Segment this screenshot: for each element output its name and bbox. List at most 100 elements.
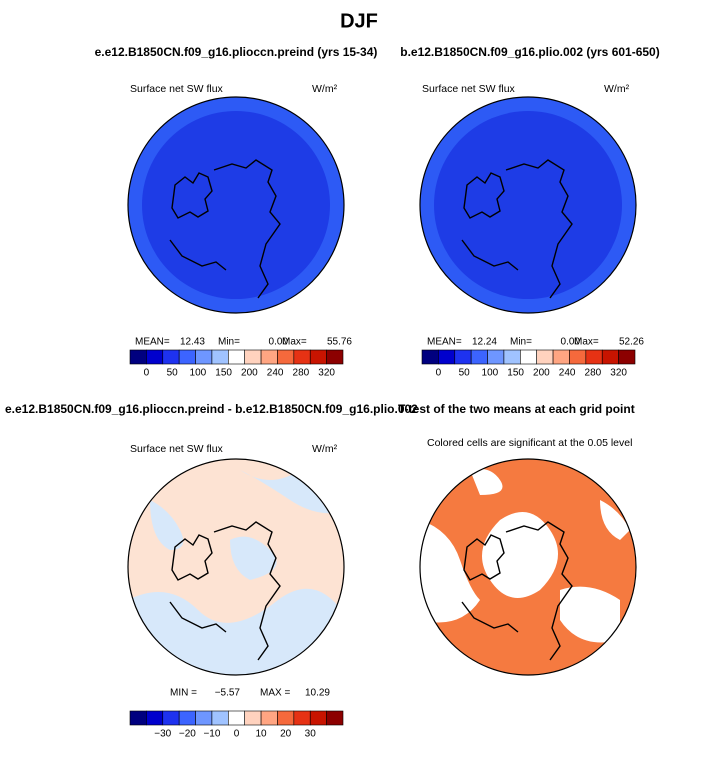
stat-value: 0.00 <box>269 337 289 348</box>
stat-label: Min= <box>218 337 240 348</box>
colorbar-box <box>195 710 213 726</box>
colorbar-label: 240 <box>267 368 284 379</box>
colorbar-label: 10 <box>256 729 268 740</box>
colorbar-label: 200 <box>241 368 258 379</box>
colorbar-label: 200 <box>533 368 550 379</box>
colorbar-box <box>520 349 537 365</box>
panel-title: b.e12.B1850CN.f09_g16.plio.002 (yrs 601-… <box>400 45 659 59</box>
map <box>420 459 636 675</box>
map <box>128 97 344 313</box>
colorbar-label: 50 <box>167 368 179 379</box>
stat-value: 52.26 <box>619 337 644 348</box>
coastline <box>169 521 281 661</box>
panel-title: T-test of the two means at each grid poi… <box>398 402 635 416</box>
colorbar-label: 150 <box>215 368 232 379</box>
colorbar-label: 150 <box>507 368 524 379</box>
colorbar-box <box>178 349 196 365</box>
colorbar-box <box>326 710 344 726</box>
coastline <box>461 159 573 299</box>
map-border <box>127 458 345 676</box>
colorbar-label: 320 <box>318 368 335 379</box>
colorbar-box <box>211 710 229 726</box>
colorbar-box <box>178 710 196 726</box>
colorbar-box <box>260 710 278 726</box>
colorbar-label: −20 <box>179 729 196 740</box>
colorbar-box <box>569 349 587 365</box>
stat-value: −5.57 <box>215 688 241 699</box>
colorbar-label: 30 <box>305 729 317 740</box>
panel-title: e.e12.B1850CN.f09_g16.plioccn.preind - b… <box>5 402 418 416</box>
colorbar-label: 0 <box>436 368 442 379</box>
stat-value: 55.76 <box>327 337 352 348</box>
colorbar-box <box>211 349 229 365</box>
colorbar-box <box>228 710 245 726</box>
colorbar-label: 0 <box>144 368 150 379</box>
colorbar-box <box>129 710 147 726</box>
stat-label: Max= <box>574 337 599 348</box>
colorbar-label: −10 <box>203 729 220 740</box>
colorbar-box <box>244 349 262 365</box>
colorbar-label: 320 <box>610 368 627 379</box>
panel-title: e.e12.B1850CN.f09_g16.plioccn.preind (yr… <box>95 45 378 59</box>
colorbar-box <box>421 349 439 365</box>
stat-label: MIN = <box>170 688 197 699</box>
colorbar-box <box>601 349 619 365</box>
colorbar-box <box>228 349 245 365</box>
map <box>128 459 344 675</box>
colorbar-label: −30 <box>154 729 171 740</box>
colorbar-label: 280 <box>585 368 602 379</box>
units-label: W/m² <box>312 443 338 455</box>
colorbar-box <box>454 349 472 365</box>
colorbar-box <box>309 349 327 365</box>
stat-value: 10.29 <box>305 688 330 699</box>
stat-label: Max= <box>282 337 307 348</box>
map-border <box>419 96 637 314</box>
stat-label: MEAN= <box>427 337 462 348</box>
colorbar-box <box>129 349 147 365</box>
colorbar-box <box>326 349 344 365</box>
coastline <box>461 521 573 661</box>
colorbar-box <box>585 349 603 365</box>
colorbar-box <box>309 710 327 726</box>
colorbar-box <box>503 349 521 365</box>
map-border <box>419 458 637 676</box>
stat-label: Min= <box>510 337 532 348</box>
stat-value: 12.43 <box>180 337 205 348</box>
colorbar-box <box>146 710 164 726</box>
figure-title: DJF <box>340 10 378 32</box>
colorbar-box <box>293 349 311 365</box>
variable-label: Surface net SW flux <box>130 83 224 95</box>
colorbar-box <box>162 349 180 365</box>
colorbar-box <box>536 349 554 365</box>
colorbar-box <box>618 349 636 365</box>
colorbar-box <box>293 710 311 726</box>
stat-value: 0.00 <box>561 337 581 348</box>
colorbar-label: 20 <box>280 729 292 740</box>
colorbar-label: 280 <box>293 368 310 379</box>
colorbar-box <box>277 349 295 365</box>
panel-note: Colored cells are significant at the 0.0… <box>427 437 632 449</box>
stat-value: 12.24 <box>472 337 497 348</box>
colorbar-box <box>162 710 180 726</box>
colorbar-box <box>552 349 570 365</box>
stat-label: MAX = <box>260 688 290 699</box>
map <box>420 97 636 313</box>
colorbar-box <box>146 349 164 365</box>
units-label: W/m² <box>604 83 630 95</box>
colorbar-label: 100 <box>190 368 207 379</box>
units-label: W/m² <box>312 83 338 95</box>
stat-label: MEAN= <box>135 337 170 348</box>
coastline <box>169 159 281 299</box>
variable-label: Surface net SW flux <box>422 83 516 95</box>
colorbar-label: 50 <box>459 368 471 379</box>
colorbar-box <box>195 349 213 365</box>
colorbar-box <box>244 710 262 726</box>
colorbar-label: 0 <box>234 729 240 740</box>
variable-label: Surface net SW flux <box>130 443 224 455</box>
colorbar-box <box>277 710 295 726</box>
colorbar-box <box>487 349 505 365</box>
colorbar-box <box>260 349 278 365</box>
map-border <box>127 96 345 314</box>
